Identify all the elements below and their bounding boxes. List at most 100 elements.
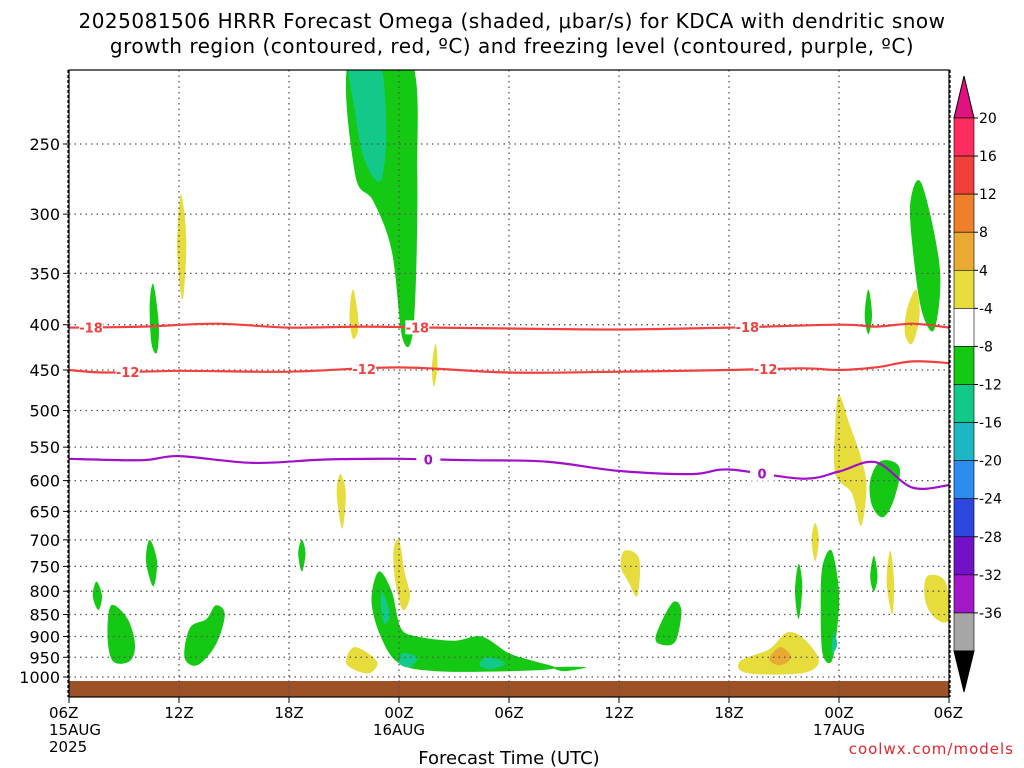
- y-tick-label: 850: [29, 606, 60, 625]
- contour-line: [69, 454, 949, 490]
- omega-region: [811, 523, 819, 562]
- x-tick-label: 00Z: [824, 704, 853, 722]
- axes: 250 300 350 400 450 500 550 600 650 700 750 800 850 9…: [19, 69, 963, 768]
- contour-label-bg: [352, 361, 377, 376]
- contour-label-bg: [416, 452, 441, 467]
- grid: [69, 70, 949, 697]
- colorbar-label: 16: [979, 149, 997, 165]
- y-tick-label: 750: [29, 557, 60, 576]
- omega-region: [620, 550, 641, 597]
- colorbar-swatch: [953, 498, 975, 538]
- contour-label: -12: [352, 363, 376, 378]
- y-tick-label: 700: [29, 531, 60, 550]
- omega-region: [795, 563, 803, 620]
- colorbar-label: -28: [979, 530, 1002, 546]
- omega-region: [145, 539, 158, 587]
- omega-region: [298, 539, 306, 572]
- x-tick-sublabel: 16AUG: [373, 721, 425, 739]
- contour-label: -12: [116, 366, 140, 381]
- omega-region: [393, 539, 411, 611]
- omega-region: [869, 460, 901, 518]
- y-tick-label: 900: [29, 627, 60, 646]
- contour-lines: -18 -18 -18 -12 -12 -12 0 0: [69, 320, 949, 490]
- colorbar-label: -8: [979, 339, 993, 355]
- x-tick-label: 06Z: [49, 704, 78, 722]
- omega-region: [833, 394, 867, 526]
- colorbar-label: -36: [979, 606, 1002, 622]
- colorbar-label: -32: [979, 568, 1002, 584]
- terrain-band: [69, 681, 949, 697]
- omega-region: [909, 179, 941, 332]
- contour-label: 0: [424, 453, 433, 468]
- colorbar: 20 16 12 8 4 -4 -8 -12 -16 -20 -24 -28 -32 -36: [953, 75, 1002, 693]
- y-tick-label: 550: [29, 438, 60, 457]
- contour-label: -18: [406, 321, 430, 336]
- x-tick-label: 06Z: [494, 704, 523, 722]
- contour-label-bg: [115, 365, 140, 380]
- colorbar-swatch: [953, 460, 975, 500]
- omega-region: [904, 289, 920, 345]
- colorbar-label: -12: [979, 378, 1002, 394]
- colorbar-swatch: [953, 346, 975, 385]
- omega-region: [345, 647, 378, 674]
- omega-region: [92, 581, 103, 610]
- colorbar-label: -4: [979, 301, 993, 317]
- y-tick-label: 500: [29, 402, 60, 421]
- y-tick-label: 800: [29, 582, 60, 601]
- y-tick-label: 350: [29, 264, 60, 283]
- omega-region: [864, 289, 872, 335]
- colorbar-swatch: [953, 536, 975, 576]
- omega-region: [349, 289, 359, 340]
- omega-region: [870, 556, 878, 592]
- contour-label-bg: [735, 320, 760, 335]
- colorbar-swatch: [953, 117, 975, 157]
- omega-region: [184, 605, 225, 666]
- colorbar-label: 8: [979, 225, 988, 241]
- omega-region: [431, 343, 438, 387]
- colorbar-label: 12: [979, 187, 997, 203]
- omega-region: [348, 70, 387, 182]
- omega-region: [655, 601, 682, 646]
- colorbar-swatch: [953, 155, 975, 195]
- x-tick-sublabel: 2025: [49, 738, 87, 756]
- omega-region: [107, 604, 136, 664]
- title-line-2: growth region (contoured, red, ºC) and f…: [109, 34, 915, 58]
- colorbar-swatch: [953, 574, 975, 614]
- omega-region: [398, 652, 418, 668]
- y-tick-label: 1000: [19, 668, 60, 687]
- omega-region: [553, 666, 587, 672]
- x-tick-sublabel: 15AUG: [49, 721, 101, 739]
- x-tick-label: 18Z: [714, 704, 743, 722]
- y-tick-label: 250: [29, 135, 60, 154]
- colorbar-swatch: [953, 269, 975, 309]
- colorbar-swatch: [953, 422, 975, 461]
- colorbar-label: 20: [979, 111, 997, 127]
- x-tick-label: 00Z: [384, 704, 413, 722]
- contour-line: [69, 360, 949, 374]
- omega-region: [924, 574, 949, 623]
- colorbar-top-arrow: [953, 75, 975, 119]
- y-tick-label: 600: [29, 472, 60, 491]
- colorbar-label: 4: [979, 263, 988, 279]
- colorbar-bottom-arrow: [953, 650, 975, 693]
- x-tick-label: 18Z: [274, 704, 303, 722]
- y-tick-label: 650: [29, 502, 60, 521]
- x-tick-label: 12Z: [164, 704, 193, 722]
- omega-region: [380, 591, 390, 624]
- colorbar-label: -24: [979, 492, 1002, 508]
- colorbar-label: -16: [979, 416, 1002, 432]
- omega-region: [336, 474, 346, 529]
- y-tick-label: 950: [29, 648, 60, 667]
- colorbar-swatch: [953, 231, 975, 271]
- omega-region: [149, 283, 159, 354]
- omega-region: [886, 550, 895, 615]
- contour-label-bg: [79, 320, 103, 335]
- title-line-1: 2025081506 HRRR Forecast Omega (shaded, …: [78, 9, 946, 33]
- x-tick-label: 12Z: [604, 704, 633, 722]
- contour-label-bg: [405, 320, 430, 335]
- y-tick-label: 450: [29, 361, 60, 380]
- x-axis-title: Forecast Time (UTC): [418, 748, 599, 768]
- contour-label: -18: [736, 321, 760, 336]
- contour-label-bg: [753, 362, 778, 377]
